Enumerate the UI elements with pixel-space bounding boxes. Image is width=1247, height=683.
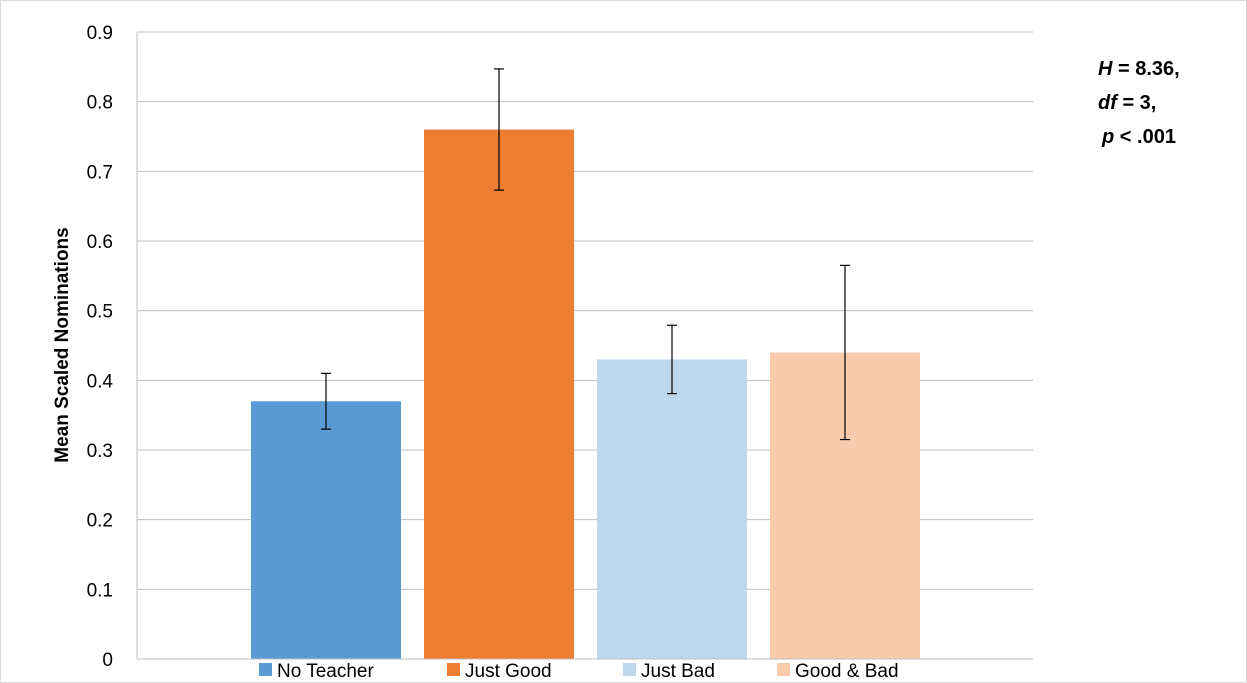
- h-statistic: H = 8.36,: [1098, 52, 1180, 86]
- df-symbol: df: [1098, 92, 1117, 114]
- y-tick-label: 0.7: [87, 162, 113, 183]
- y-tick-label: 0.9: [87, 23, 113, 44]
- y-tick-label: 0.1: [87, 580, 113, 601]
- bar: [424, 129, 574, 660]
- legend-label: Just Bad: [641, 661, 715, 682]
- p-statistic: p < .001: [1098, 120, 1180, 154]
- y-tick-labels: 0 0.1 0.2 0.3 0.4 0.5 0.6 0.7 0.8 0.9: [87, 23, 114, 671]
- df-value: = 3,: [1116, 92, 1157, 114]
- y-tick-label: 0.5: [87, 302, 113, 323]
- y-axis-label: Mean Scaled Nominations: [52, 227, 73, 462]
- legend-swatch: [259, 663, 272, 676]
- bar: [597, 359, 747, 659]
- statistics-annotation: H = 8.36, df = 3, p < .001: [1098, 52, 1180, 154]
- bar: [251, 401, 401, 659]
- legend-swatch: [623, 663, 636, 676]
- h-value: = 8.36,: [1112, 58, 1180, 80]
- p-value: < .001: [1114, 126, 1176, 148]
- y-tick-label: 0.4: [87, 371, 114, 392]
- y-tick-label: 0.3: [87, 441, 113, 462]
- p-symbol: p: [1102, 126, 1115, 148]
- error-bars: [321, 68, 850, 441]
- legend-label: No Teacher: [277, 661, 374, 682]
- legend: No Teacher Just Good Just Bad Good & Bad: [259, 661, 899, 682]
- h-symbol: H: [1098, 58, 1113, 80]
- legend-label: Good & Bad: [795, 661, 899, 682]
- legend-label: Just Good: [465, 661, 552, 682]
- df-statistic: df = 3,: [1098, 86, 1180, 120]
- y-tick-label: 0.8: [87, 93, 113, 114]
- y-tick-label: 0: [102, 650, 113, 671]
- legend-swatch: [777, 663, 790, 676]
- legend-swatch: [447, 663, 460, 676]
- axes: [136, 32, 1033, 660]
- bars: [251, 129, 920, 660]
- y-tick-label: 0.6: [87, 232, 113, 253]
- y-tick-label: 0.2: [87, 511, 113, 532]
